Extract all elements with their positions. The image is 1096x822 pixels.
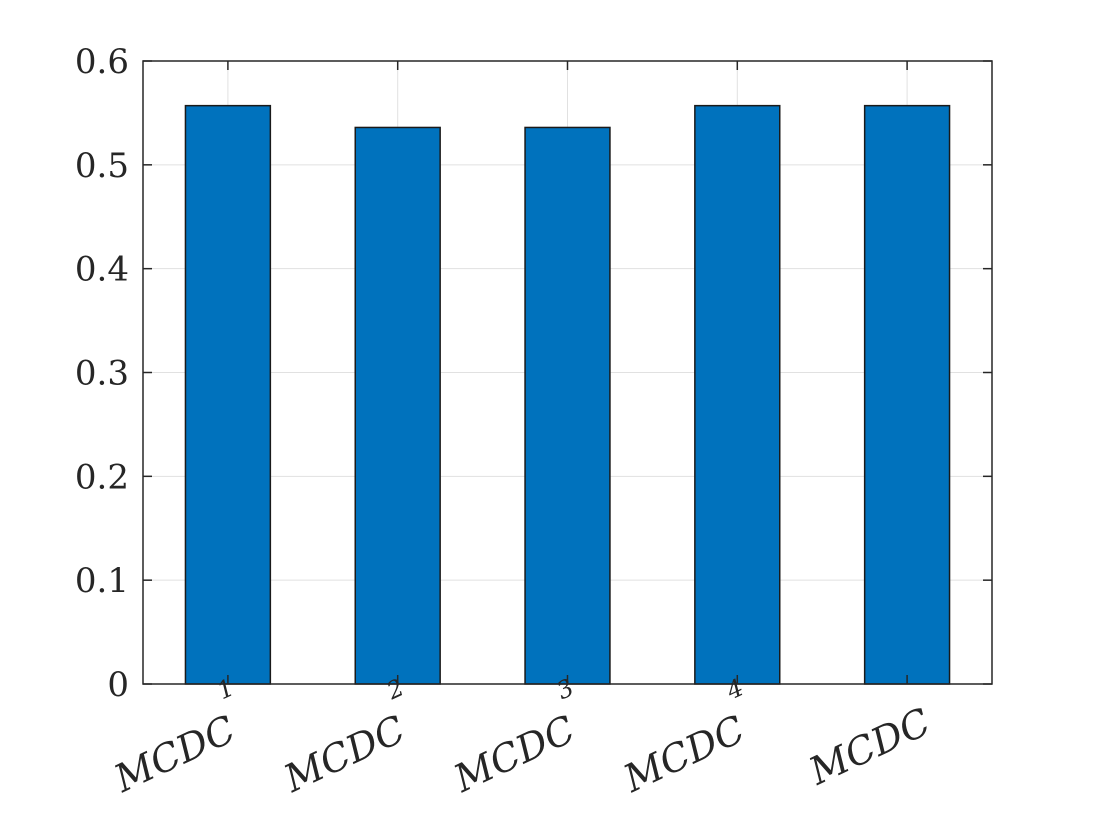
y-tick-labels: 0 0.1 0.2 0.3 0.4 0.5 0.6 [75, 42, 129, 705]
y-tick-label: 0.6 [75, 42, 129, 82]
bars [184, 104, 951, 685]
x-tick-label-base: MCDC [107, 707, 242, 801]
y-tick-label: 0.5 [75, 146, 129, 186]
y-tick-label: 0.2 [75, 457, 129, 497]
x-tick-label-base: MCDC [446, 707, 581, 801]
bar [354, 126, 441, 685]
y-tick-label: 0.4 [75, 250, 129, 290]
x-tick-label-base: MCDC [277, 707, 412, 801]
y-tick-label: 0.1 [75, 561, 129, 601]
bar [863, 104, 951, 685]
y-tick-label: 0.3 [75, 354, 129, 394]
x-tick-label: MCDC3 [434, 673, 597, 801]
y-tick-label: 0 [107, 665, 129, 705]
x-tick-label-base: MCDC [616, 707, 751, 801]
bar [184, 104, 272, 685]
x-tick-label: MCDC [802, 700, 937, 794]
bar [524, 126, 611, 685]
tick-marks [143, 60, 992, 685]
x-tick-label: MCDC4 [604, 673, 767, 801]
bar [694, 104, 781, 685]
x-tick-label: MCDC2 [264, 673, 427, 801]
x-tick-label-base: MCDC [802, 700, 937, 794]
